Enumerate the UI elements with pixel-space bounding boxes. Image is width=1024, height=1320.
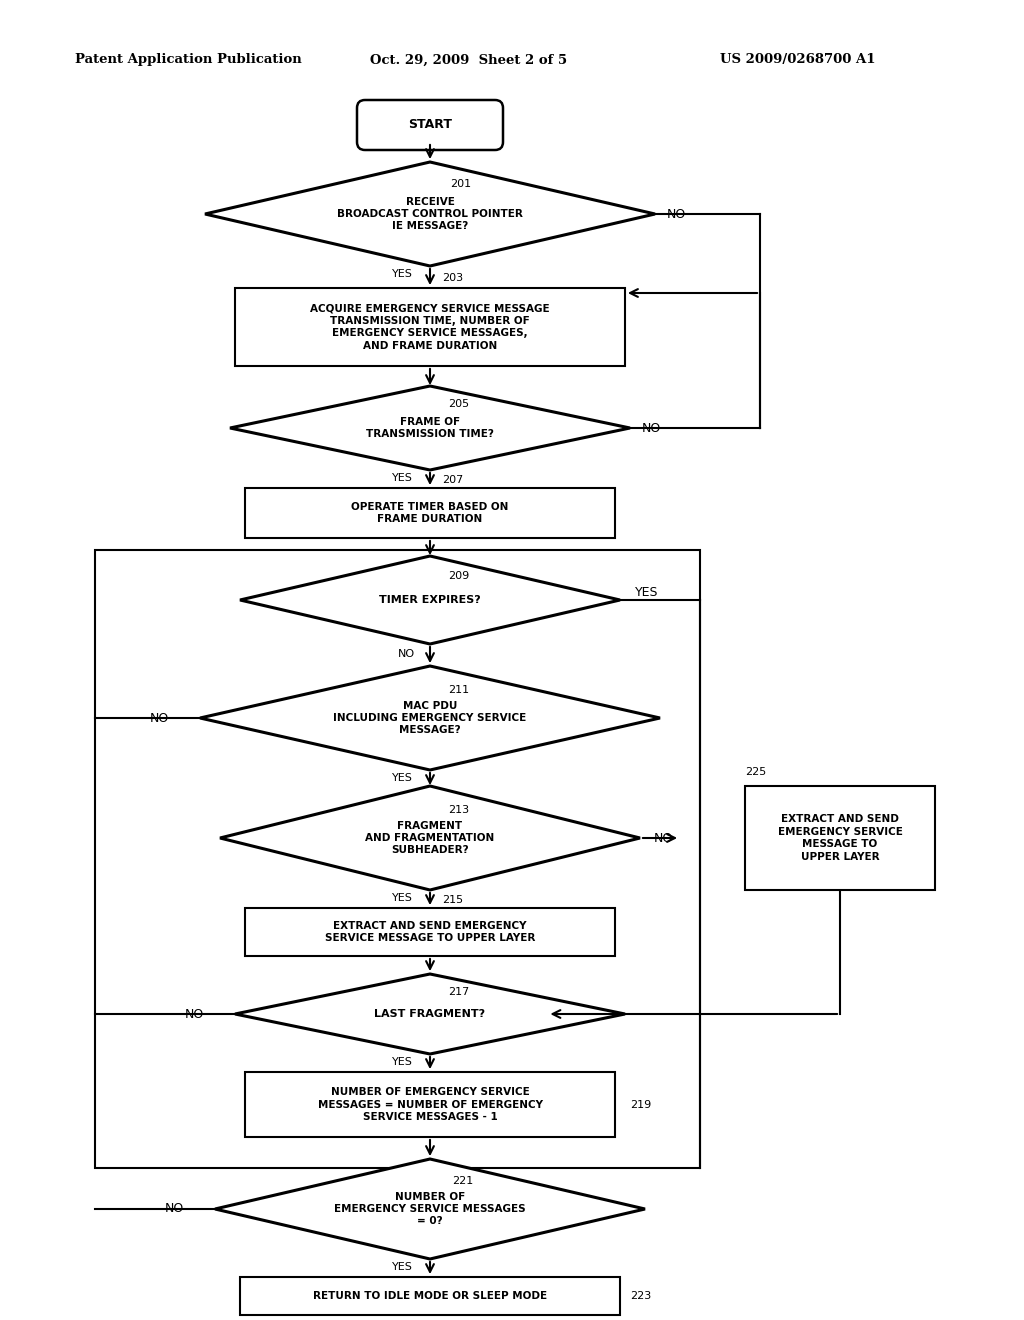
- Bar: [245, 488, 615, 539]
- Text: 219: 219: [630, 1100, 651, 1110]
- Text: 203: 203: [442, 273, 463, 282]
- Text: ACQUIRE EMERGENCY SERVICE MESSAGE
TRANSMISSION TIME, NUMBER OF
EMERGENCY SERVICE: ACQUIRE EMERGENCY SERVICE MESSAGE TRANSM…: [310, 304, 550, 351]
- Text: NO: NO: [185, 1007, 204, 1020]
- Text: YES: YES: [392, 1262, 413, 1272]
- Text: START: START: [408, 119, 452, 132]
- Text: NUMBER OF EMERGENCY SERVICE
MESSAGES = NUMBER OF EMERGENCY
SERVICE MESSAGES - 1: NUMBER OF EMERGENCY SERVICE MESSAGES = N…: [317, 1088, 543, 1122]
- Text: YES: YES: [635, 586, 658, 598]
- Text: Oct. 29, 2009  Sheet 2 of 5: Oct. 29, 2009 Sheet 2 of 5: [370, 54, 567, 66]
- Text: 225: 225: [745, 767, 766, 777]
- Text: 213: 213: [449, 805, 469, 814]
- Bar: [95, 550, 700, 1168]
- Text: YES: YES: [392, 1057, 413, 1067]
- Polygon shape: [230, 385, 630, 470]
- Polygon shape: [200, 667, 660, 770]
- Text: LAST FRAGMENT?: LAST FRAGMENT?: [375, 1008, 485, 1019]
- Bar: [745, 785, 935, 890]
- Text: 207: 207: [442, 475, 463, 484]
- Text: FRAGMENT
AND FRAGMENTATION
SUBHEADER?: FRAGMENT AND FRAGMENTATION SUBHEADER?: [366, 821, 495, 854]
- Text: 217: 217: [449, 987, 469, 997]
- Text: YES: YES: [392, 774, 413, 783]
- Text: MAC PDU
INCLUDING EMERGENCY SERVICE
MESSAGE?: MAC PDU INCLUDING EMERGENCY SERVICE MESS…: [334, 701, 526, 735]
- Text: 201: 201: [450, 180, 471, 189]
- Text: NO: NO: [642, 421, 662, 434]
- Text: 215: 215: [442, 895, 463, 906]
- Text: OPERATE TIMER BASED ON
FRAME DURATION: OPERATE TIMER BASED ON FRAME DURATION: [351, 502, 509, 524]
- Text: YES: YES: [392, 473, 413, 483]
- Text: EXTRACT AND SEND
EMERGENCY SERVICE
MESSAGE TO
UPPER LAYER: EXTRACT AND SEND EMERGENCY SERVICE MESSA…: [777, 814, 902, 862]
- Text: FRAME OF
TRANSMISSION TIME?: FRAME OF TRANSMISSION TIME?: [366, 417, 494, 438]
- Text: NO: NO: [667, 207, 686, 220]
- Text: NO: NO: [165, 1203, 184, 1216]
- Text: RETURN TO IDLE MODE OR SLEEP MODE: RETURN TO IDLE MODE OR SLEEP MODE: [313, 1291, 547, 1302]
- Text: 211: 211: [449, 685, 469, 696]
- Text: NO: NO: [398, 649, 415, 659]
- Bar: [234, 288, 625, 366]
- Text: YES: YES: [392, 894, 413, 903]
- Polygon shape: [234, 974, 625, 1053]
- Text: NO: NO: [150, 711, 169, 725]
- Bar: [245, 908, 615, 956]
- Text: EXTRACT AND SEND EMERGENCY
SERVICE MESSAGE TO UPPER LAYER: EXTRACT AND SEND EMERGENCY SERVICE MESSA…: [325, 921, 536, 944]
- Polygon shape: [205, 162, 655, 267]
- Polygon shape: [240, 556, 620, 644]
- Polygon shape: [220, 785, 640, 890]
- FancyBboxPatch shape: [357, 100, 503, 150]
- Text: YES: YES: [392, 269, 413, 279]
- Polygon shape: [215, 1159, 645, 1259]
- Text: RECEIVE
BROADCAST CONTROL POINTER
IE MESSAGE?: RECEIVE BROADCAST CONTROL POINTER IE MES…: [337, 198, 523, 231]
- Bar: [245, 1072, 615, 1137]
- Text: 205: 205: [449, 399, 469, 409]
- Text: 209: 209: [449, 572, 469, 581]
- Text: NO: NO: [654, 832, 673, 845]
- Text: US 2009/0268700 A1: US 2009/0268700 A1: [720, 54, 876, 66]
- Text: NUMBER OF
EMERGENCY SERVICE MESSAGES
= 0?: NUMBER OF EMERGENCY SERVICE MESSAGES = 0…: [334, 1192, 525, 1225]
- Text: Patent Application Publication: Patent Application Publication: [75, 54, 302, 66]
- Text: TIMER EXPIRES?: TIMER EXPIRES?: [379, 595, 481, 605]
- Text: 221: 221: [452, 1176, 473, 1185]
- Text: 223: 223: [630, 1291, 651, 1302]
- Bar: [240, 1276, 620, 1315]
